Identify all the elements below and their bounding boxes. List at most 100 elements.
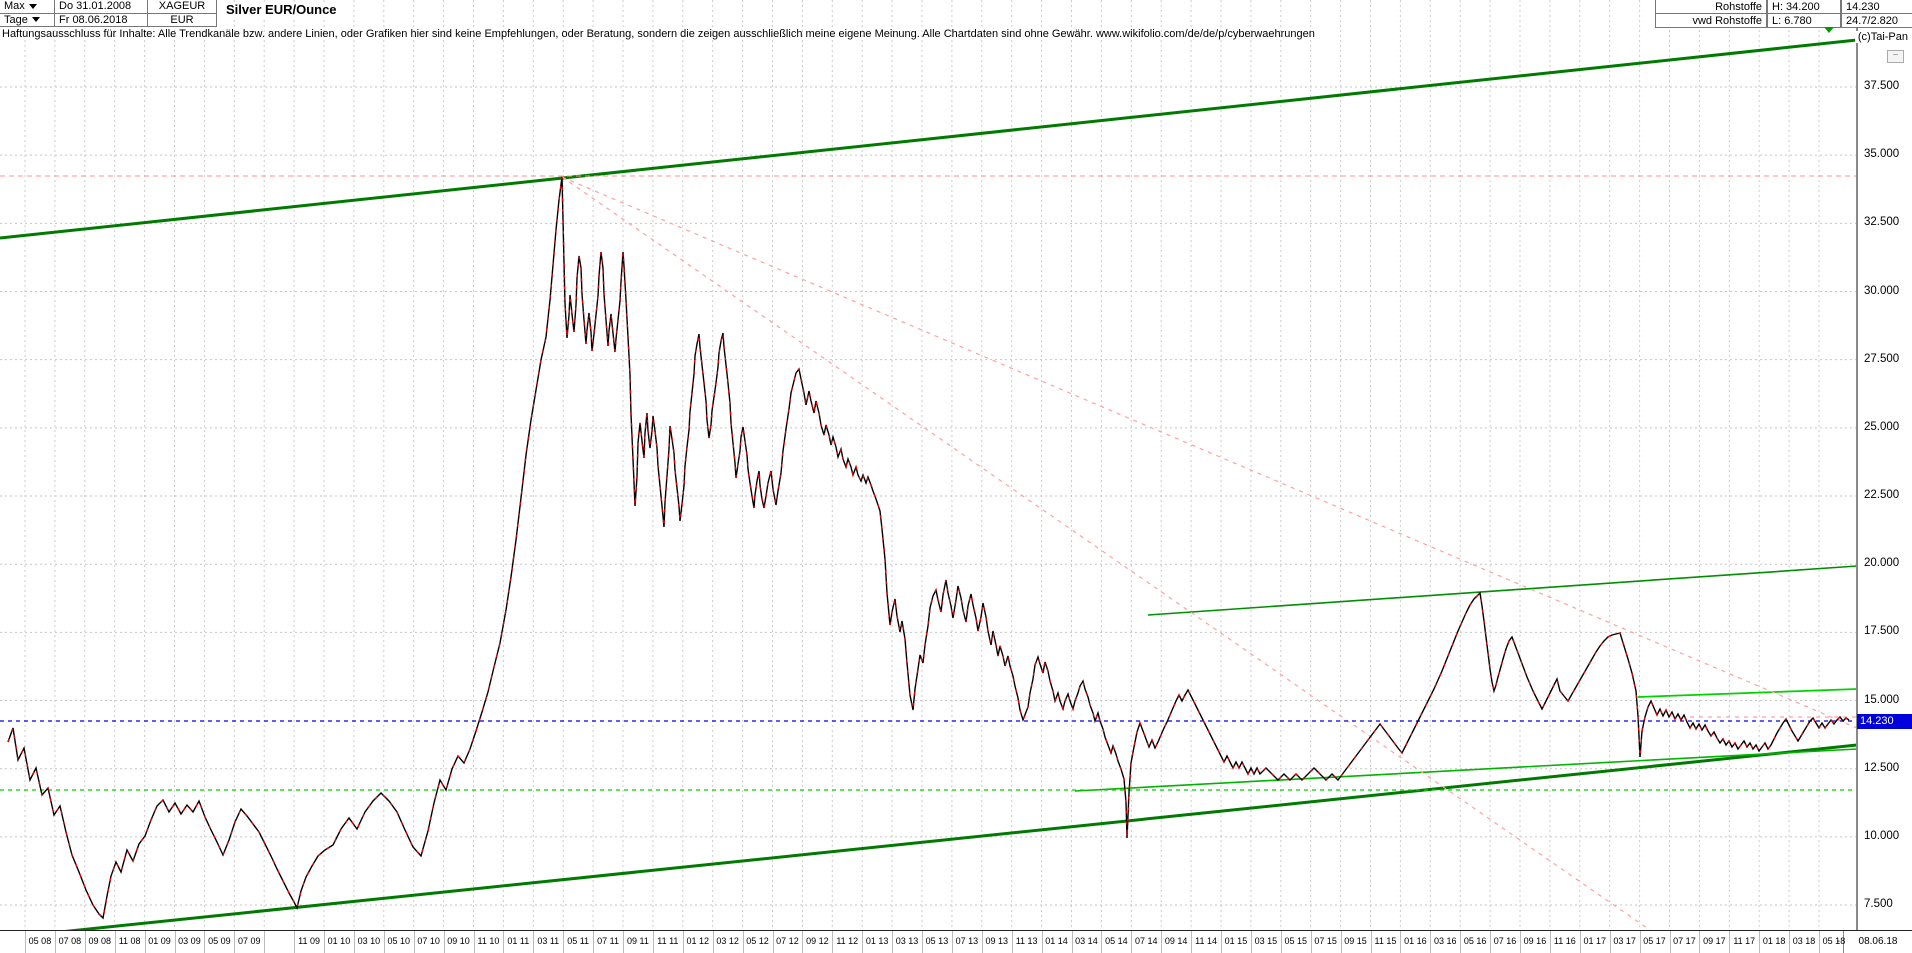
price-chart-plot[interactable] <box>0 0 1858 939</box>
x-axis-label: 09 17 <box>1703 936 1726 946</box>
x-axis-label: 09 14 <box>1164 936 1188 946</box>
feed-label: vwd Rohstoffe <box>1656 14 1766 28</box>
page-title: Silver EUR/Ounce <box>224 2 343 19</box>
x-axis-label: 05 16 <box>1463 936 1487 946</box>
x-axis-label: 05 11 <box>567 936 590 946</box>
x-axis-tick <box>1579 931 1581 953</box>
x-axis-tick <box>1011 931 1013 953</box>
x-axis-label: 01 17 <box>1583 936 1607 946</box>
x-axis-tick <box>1729 931 1731 953</box>
collapse-button[interactable]: − <box>1887 50 1904 63</box>
x-axis-tick <box>294 931 296 953</box>
x-axis-tick <box>84 931 86 953</box>
x-axis-label: 11 15 <box>1374 936 1397 946</box>
y-axis-label: 32.500 <box>1864 216 1900 229</box>
x-axis-tick <box>144 931 146 953</box>
x-axis-label: 03 12 <box>716 936 739 946</box>
x-axis-label: 11 10 <box>477 936 500 946</box>
x-axis-tick <box>324 931 325 953</box>
x-axis-tick <box>1310 931 1312 953</box>
x-axis-scroll-handle[interactable]: - <box>1836 936 1840 947</box>
x-axis-label: 09 16 <box>1523 936 1547 946</box>
x-axis-tick <box>1370 931 1372 953</box>
x-axis-label: 11 11 <box>657 936 679 946</box>
x-axis-label: 01 13 <box>865 936 889 946</box>
x-axis-label: 11 13 <box>1015 936 1038 946</box>
x-axis-tick <box>682 931 684 953</box>
x-axis-tick <box>1759 931 1761 953</box>
x-axis-tick <box>1400 931 1402 953</box>
chart-canvas <box>0 0 1858 939</box>
copyright-label: (c)Tai-Pan <box>1854 31 1908 43</box>
x-axis-tick <box>1460 931 1462 953</box>
range-selector[interactable]: Max <box>0 0 54 14</box>
y-axis-label: 7.500 <box>1864 898 1893 911</box>
current-price-badge: 14.230 <box>1857 714 1912 729</box>
x-axis-tick <box>1490 931 1492 953</box>
range-value: 24.7/2.820 <box>1842 14 1912 28</box>
x-axis-label: 05 09 <box>208 936 231 946</box>
x-axis-label: 05 10 <box>387 936 411 946</box>
x-axis-tick <box>1609 931 1611 953</box>
x-axis-tick <box>1280 931 1282 953</box>
low-value: L: 6.780 <box>1768 14 1840 28</box>
axis-marker-triangle-icon <box>1824 27 1834 33</box>
x-axis-label: 05 15 <box>1284 936 1308 946</box>
x-axis-label: 05 17 <box>1643 936 1666 946</box>
x-axis-tick <box>204 931 206 953</box>
x-axis-label: 01 14 <box>1045 936 1068 946</box>
trend-line <box>1637 688 1858 698</box>
x-axis-label: 07 11 <box>597 936 619 946</box>
x-axis-tick <box>264 931 266 953</box>
trend-line <box>561 176 1858 729</box>
x-axis-label: 05 08 <box>28 936 52 946</box>
date-to[interactable]: Fr 08.06.2018 <box>55 14 147 27</box>
x-axis-tick <box>174 931 176 953</box>
x-axis-tick <box>503 931 505 953</box>
x-axis-label: 07 13 <box>955 936 979 946</box>
x-axis-label: 11 17 <box>1733 936 1756 946</box>
x-axis-label: 01 12 <box>686 936 710 946</box>
x-axis-label: 03 13 <box>895 936 919 946</box>
x-axis-label: 03 09 <box>178 936 201 946</box>
x-axis-tick <box>652 931 654 953</box>
x-axis-tick <box>892 931 894 953</box>
x-axis-end-date: 08.06.18 <box>1843 931 1912 953</box>
x-axis-tick <box>981 931 983 953</box>
x-axis[interactable]: - 08.06.18 05 08 07 08 09 08 11 08 01 09 03 0… <box>0 930 1912 953</box>
x-axis-label: 07 17 <box>1673 936 1696 946</box>
x-axis-label: 01 10 <box>327 936 351 946</box>
x-axis-label: 09 10 <box>447 936 470 946</box>
x-axis-tick <box>1041 931 1043 953</box>
x-axis-label: 01 18 <box>1762 936 1786 946</box>
y-axis-label: 12.500 <box>1864 761 1900 774</box>
x-axis-label: 09 13 <box>985 936 1009 946</box>
y-axis-label: 37.500 <box>1864 80 1900 92</box>
x-axis-label: 01 15 <box>1224 936 1248 946</box>
x-axis-label: 09 08 <box>88 936 112 946</box>
y-axis-label: 22.500 <box>1864 489 1900 502</box>
x-axis-label: 07 14 <box>1134 936 1158 946</box>
x-axis-tick <box>1789 931 1791 953</box>
date-from[interactable]: Do 31.01.2008 <box>55 0 147 14</box>
y-axis-label: 27.500 <box>1864 352 1900 365</box>
y-axis-label: 35.000 <box>1864 148 1900 161</box>
period-selector[interactable]: Tage <box>0 14 54 27</box>
y-axis-label: 10.000 <box>1864 829 1900 842</box>
x-axis-tick <box>54 931 56 953</box>
x-axis-tick <box>533 931 535 953</box>
x-axis-label: 05 14 <box>1105 936 1128 946</box>
x-axis-tick <box>1340 931 1342 953</box>
x-axis-label: 11 08 <box>118 936 141 946</box>
x-axis-tick <box>1430 931 1432 953</box>
x-axis-tick <box>1221 931 1222 953</box>
x-axis-label: 11 12 <box>836 936 859 946</box>
x-axis-tick <box>383 931 385 953</box>
trend-line <box>1147 565 1858 616</box>
x-axis-tick <box>1250 931 1252 953</box>
category-label: Rohstoffe <box>1656 0 1766 14</box>
y-axis-label: 30.000 <box>1864 284 1900 297</box>
x-axis-tick <box>1101 931 1103 953</box>
disclaimer-text: Haftungsausschluss für Inhalte: Alle Tre… <box>2 28 1315 40</box>
x-axis-tick <box>742 931 744 953</box>
